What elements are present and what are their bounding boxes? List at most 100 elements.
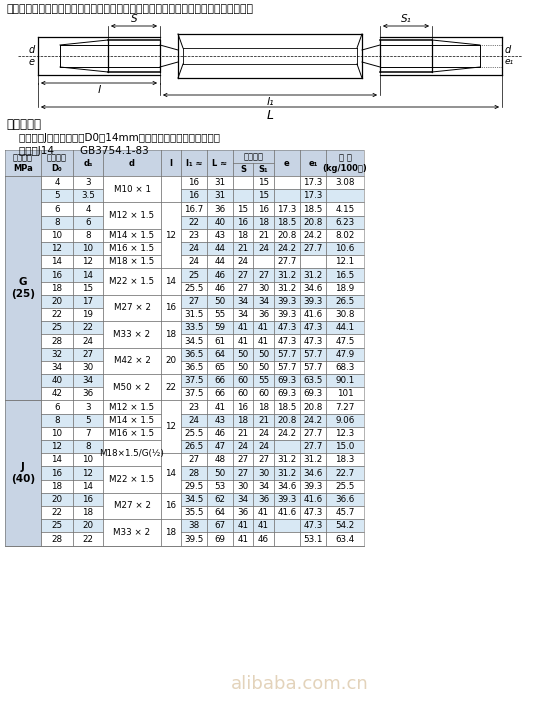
Bar <box>103 401 161 414</box>
Text: d: d <box>505 45 511 55</box>
Text: 7: 7 <box>85 429 91 438</box>
Text: 34: 34 <box>51 363 63 372</box>
Text: 27: 27 <box>83 349 93 359</box>
Text: 16: 16 <box>258 204 269 214</box>
Text: 14: 14 <box>51 257 63 266</box>
Bar <box>207 466 233 479</box>
Bar <box>233 387 253 401</box>
Bar <box>253 361 274 374</box>
Bar <box>300 282 326 295</box>
Bar <box>326 361 364 374</box>
Text: J
(40): J (40) <box>11 462 35 484</box>
Bar <box>253 427 274 440</box>
Bar <box>253 479 274 493</box>
Text: 18: 18 <box>165 330 177 339</box>
Bar <box>233 150 274 163</box>
Bar <box>274 150 300 176</box>
Bar <box>181 334 207 347</box>
Bar <box>253 229 274 242</box>
Bar <box>253 202 274 216</box>
Bar <box>326 176 364 189</box>
Bar <box>103 269 161 295</box>
Bar <box>73 453 103 466</box>
Bar <box>161 453 181 493</box>
Text: 61: 61 <box>214 336 226 346</box>
Text: 36.5: 36.5 <box>184 363 204 372</box>
Text: 50: 50 <box>238 349 248 359</box>
Text: 3: 3 <box>85 402 91 412</box>
Text: 6: 6 <box>85 218 91 227</box>
Bar <box>233 440 253 453</box>
Text: 10.6: 10.6 <box>335 244 355 253</box>
Text: 57.7: 57.7 <box>303 363 323 372</box>
Text: M22 × 1.5: M22 × 1.5 <box>110 475 154 484</box>
Text: 50: 50 <box>238 363 248 372</box>
Bar <box>181 387 207 401</box>
Text: 46: 46 <box>214 284 226 292</box>
Bar <box>300 150 326 176</box>
Bar <box>5 176 41 401</box>
Text: 40: 40 <box>51 376 63 385</box>
Text: 30: 30 <box>258 284 269 292</box>
Bar <box>41 150 73 176</box>
Text: alibaba.com.cn: alibaba.com.cn <box>231 675 369 693</box>
Bar <box>326 321 364 334</box>
Bar <box>233 176 253 189</box>
Text: 25: 25 <box>51 521 63 530</box>
Bar <box>73 242 103 255</box>
Text: 12: 12 <box>165 231 177 240</box>
Bar <box>41 493 73 506</box>
Text: 31: 31 <box>214 191 226 200</box>
Bar <box>73 229 103 242</box>
Text: M12 × 1.5: M12 × 1.5 <box>110 211 154 220</box>
Bar <box>161 150 181 176</box>
Bar <box>300 269 326 282</box>
Bar <box>41 189 73 202</box>
Bar <box>274 308 300 321</box>
Bar <box>41 466 73 479</box>
Text: 22: 22 <box>51 310 63 319</box>
Bar <box>73 440 103 453</box>
Bar <box>207 176 233 189</box>
Bar <box>274 387 300 401</box>
Bar <box>73 308 103 321</box>
Text: S₁: S₁ <box>401 14 411 24</box>
Bar <box>161 401 181 453</box>
Bar <box>73 361 103 374</box>
Bar <box>326 532 364 546</box>
Bar <box>253 347 274 361</box>
Text: L ≈: L ≈ <box>212 159 227 168</box>
Text: 21: 21 <box>258 416 269 425</box>
Text: e₁: e₁ <box>308 159 318 168</box>
Text: 16: 16 <box>188 178 199 187</box>
Text: 30: 30 <box>83 363 93 372</box>
Bar <box>253 334 274 347</box>
Bar <box>253 163 274 176</box>
Text: 31.2: 31.2 <box>278 271 296 279</box>
Text: 管子外径
D₀: 管子外径 D₀ <box>47 153 67 173</box>
Bar <box>300 321 326 334</box>
Bar <box>41 519 73 532</box>
Bar <box>181 466 207 479</box>
Bar <box>41 295 73 308</box>
Text: 4: 4 <box>54 178 60 187</box>
Text: 18: 18 <box>165 528 177 537</box>
Text: M14 × 1.5: M14 × 1.5 <box>110 416 154 425</box>
Bar <box>41 440 73 453</box>
Bar <box>300 255 326 269</box>
Text: 50: 50 <box>214 469 226 477</box>
Bar <box>300 387 326 401</box>
Text: 41: 41 <box>258 508 269 517</box>
Bar <box>274 202 300 216</box>
Bar <box>181 519 207 532</box>
Text: M33 × 2: M33 × 2 <box>113 528 151 537</box>
Bar <box>253 493 274 506</box>
Bar <box>233 453 253 466</box>
Text: 41.6: 41.6 <box>278 508 296 517</box>
Bar <box>233 189 253 202</box>
Text: 36.6: 36.6 <box>335 495 355 504</box>
Text: 60: 60 <box>258 389 269 399</box>
Text: 50: 50 <box>258 363 269 372</box>
Text: 55: 55 <box>214 310 226 319</box>
Text: 41: 41 <box>238 323 248 332</box>
